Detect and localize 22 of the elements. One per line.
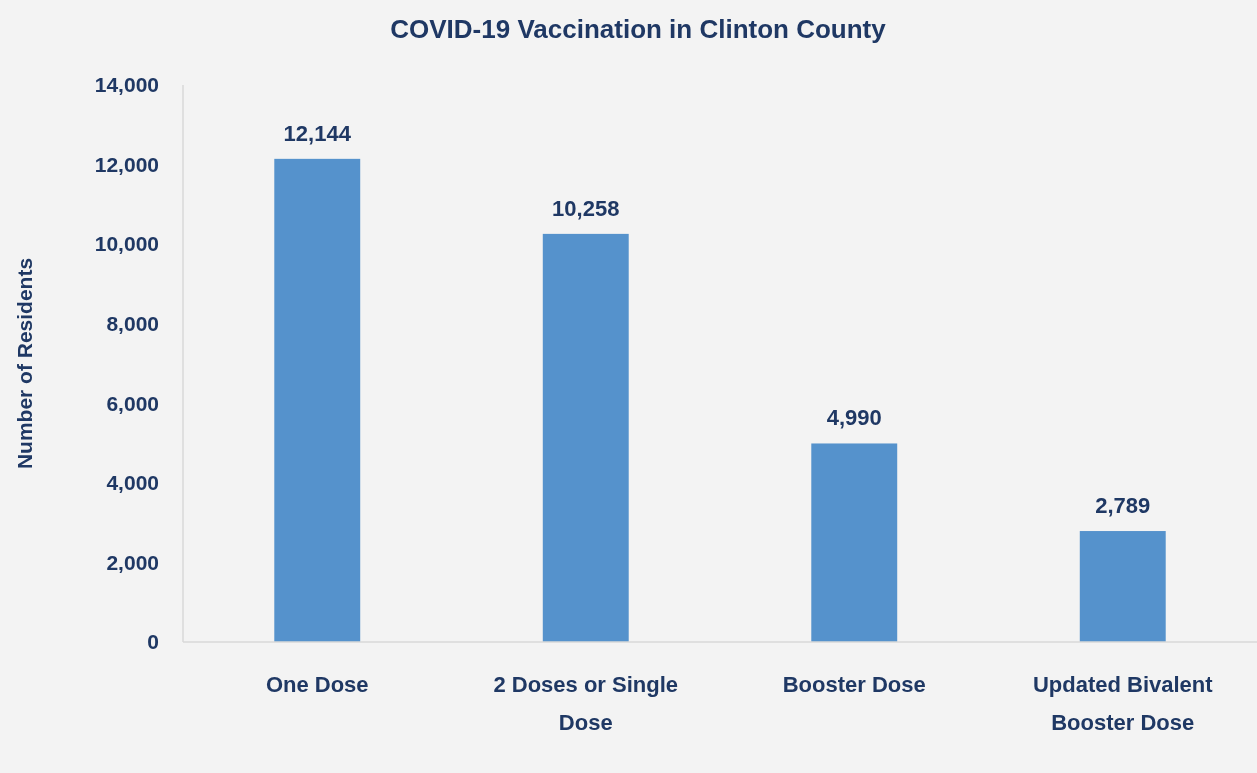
bar <box>1079 531 1166 642</box>
y-tick-label: 4,000 <box>106 471 159 495</box>
data-label: 12,144 <box>283 120 352 146</box>
y-tick-label: 0 <box>147 630 159 654</box>
y-tick-label: 6,000 <box>106 391 159 415</box>
x-tick-label: Booster Dose <box>782 672 926 697</box>
bar <box>811 443 898 642</box>
x-tick-label: One Dose <box>265 672 369 697</box>
bar <box>542 233 629 642</box>
data-label: 10,258 <box>552 195 620 221</box>
bar <box>274 158 361 642</box>
x-tick-label: Updated Bivalent Booster Dose <box>1032 672 1214 735</box>
y-tick-label: 10,000 <box>94 232 159 256</box>
y-axis-title: Number of Residents <box>13 257 36 470</box>
y-tick-label: 12,000 <box>94 152 159 176</box>
chart-title: COVID-19 Vaccination in Clinton County <box>390 14 887 44</box>
y-tick-label: 8,000 <box>106 312 159 336</box>
y-tick-label: 14,000 <box>94 73 159 97</box>
data-label: 4,990 <box>826 405 882 431</box>
data-label: 2,789 <box>1095 493 1151 519</box>
y-tick-label: 2,000 <box>106 550 159 574</box>
x-tick-label: 2 Doses or Single Dose <box>493 672 679 735</box>
